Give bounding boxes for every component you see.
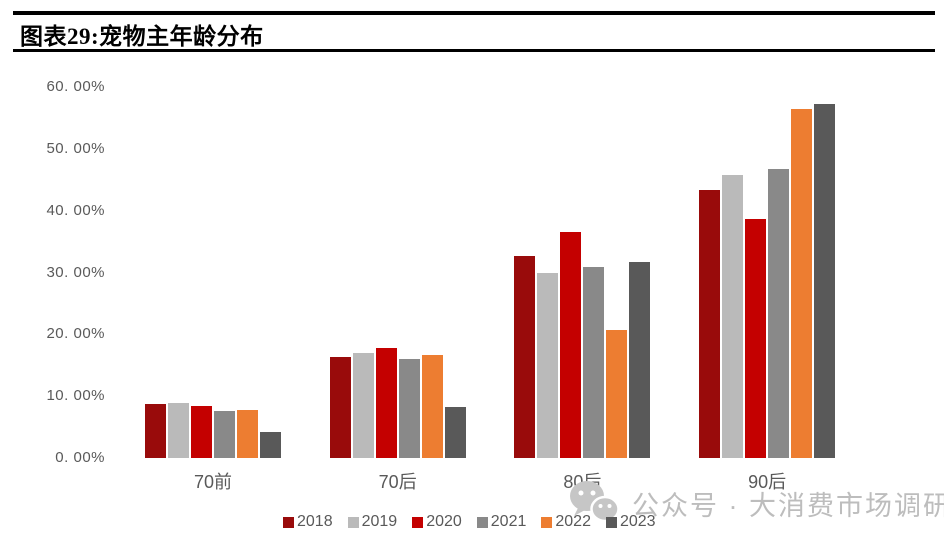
bar-2019-90后 (722, 175, 744, 458)
legend-swatch-2018 (283, 516, 294, 528)
legend-item-2023: 2023 (605, 513, 656, 531)
legend-label-2021: 2021 (490, 513, 527, 530)
legend: 2018 2019 2020 2021 2022 2023 (283, 513, 656, 531)
bar-2020-70后 (375, 347, 397, 458)
bar-2018-80后 (514, 256, 536, 458)
bar-2022-70后 (421, 355, 443, 458)
bar-2023-70后 (444, 406, 466, 458)
bar-group-70前 (145, 403, 281, 458)
bar-2021-70前 (214, 411, 235, 458)
bar-2020-90后 (745, 218, 767, 458)
title-rule-bottom (13, 49, 935, 52)
bar-group-70后 (329, 347, 466, 458)
legend-swatch-2019 (347, 516, 359, 528)
bar-2018-70后 (329, 356, 351, 458)
chart-title: 图表29:宠物主年龄分布 (20, 24, 264, 49)
bar-2019-80后 (537, 273, 559, 458)
x-axis-label-90后: 90后 (748, 472, 787, 492)
y-axis-tick: 50. 00% (46, 139, 105, 157)
legend-swatch-2023 (605, 516, 617, 528)
y-axis-tick: 10. 00% (46, 387, 105, 405)
bar-2023-90后 (814, 103, 836, 458)
bar-2022-70前 (237, 409, 258, 458)
legend-swatch-2022 (541, 516, 553, 528)
bar-2019-70后 (352, 352, 374, 458)
bar-2021-80后 (583, 266, 605, 458)
y-axis-tick: 0. 00% (55, 449, 105, 466)
y-axis-tick: 30. 00% (46, 263, 105, 281)
bar-2021-90后 (768, 169, 790, 458)
bar-2021-70后 (398, 359, 420, 458)
legend-item-2020: 2020 (412, 513, 462, 531)
legend-item-2022: 2022 (541, 513, 591, 531)
bar-2023-70前 (260, 432, 281, 458)
watermark-text: 公众号 · 大消费市场调研 (632, 490, 944, 521)
legend-swatch-2020 (412, 516, 424, 528)
title-rule-top (13, 11, 935, 15)
bar-2020-70前 (191, 406, 212, 458)
y-axis-tick: 60. 00% (46, 78, 105, 95)
legend-label-2020: 2020 (426, 513, 462, 530)
bar-2022-90后 (791, 108, 813, 458)
x-axis-label-70后: 70后 (378, 472, 417, 492)
bar-2022-80后 (606, 330, 628, 458)
watermark: 公众号 · 大消费市场调研 (566, 478, 944, 528)
bar-2019-70前 (168, 403, 189, 458)
legend-label-2019: 2019 (361, 513, 398, 530)
y-axis-tick: 20. 00% (46, 325, 105, 343)
bar-2020-80后 (560, 231, 582, 458)
legend-swatch-2021 (476, 516, 488, 528)
x-axis-label-70前: 70前 (193, 472, 233, 492)
wechat-icon (570, 481, 620, 526)
legend-label-2018: 2018 (297, 513, 333, 530)
legend-label-2023: 2023 (619, 513, 656, 530)
legend-item-2018: 2018 (283, 513, 333, 531)
bar-group-90后 (699, 103, 836, 458)
bar-2018-90后 (699, 189, 721, 458)
bar-2018-70前 (145, 403, 166, 458)
legend-item-2019: 2019 (347, 513, 398, 531)
bar-2023-80后 (629, 262, 651, 458)
bar-group-80后 (514, 231, 651, 458)
legend-label-2022: 2022 (555, 513, 591, 530)
legend-item-2021: 2021 (476, 513, 527, 531)
y-axis-tick: 40. 00% (46, 201, 105, 219)
